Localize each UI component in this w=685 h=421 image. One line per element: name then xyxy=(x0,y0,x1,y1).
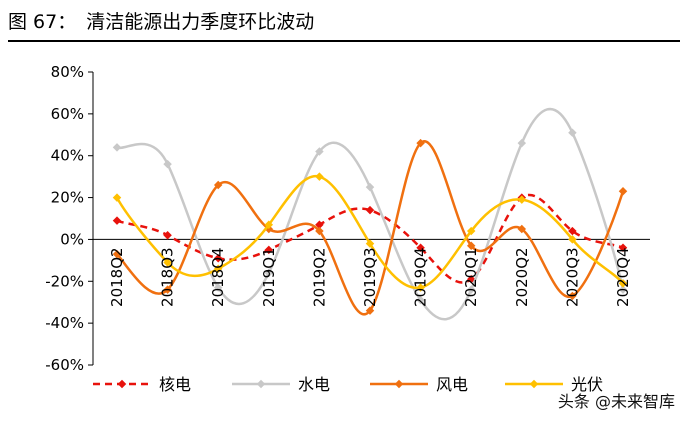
y-tick-label: -40% xyxy=(45,314,84,332)
data-point xyxy=(213,283,223,292)
series-2 xyxy=(112,107,628,321)
y-tick-label: -20% xyxy=(45,272,84,290)
data-point xyxy=(618,285,628,294)
y-tick-label: -60% xyxy=(45,356,84,374)
data-point xyxy=(568,291,577,301)
series-line xyxy=(116,107,625,321)
x-tick-label: 2019Q4 xyxy=(412,247,430,307)
data-point xyxy=(466,285,476,294)
data-point xyxy=(618,279,628,288)
data-point xyxy=(365,205,375,215)
y-tick-label: 20% xyxy=(51,189,84,207)
data-point xyxy=(618,187,628,196)
legend-label: 光伏 xyxy=(571,375,603,394)
data-point xyxy=(213,264,223,273)
data-point xyxy=(163,159,172,169)
data-point xyxy=(466,226,476,236)
data-point xyxy=(365,306,375,315)
legend-item: 核电 xyxy=(93,375,191,394)
data-point xyxy=(416,283,425,292)
legend-label: 核电 xyxy=(159,375,191,394)
data-point xyxy=(416,243,425,253)
data-point xyxy=(112,216,122,225)
data-point xyxy=(365,182,375,192)
legend-swatch-marker xyxy=(529,379,539,389)
x-tick-label: 2019Q3 xyxy=(361,247,379,307)
data-point xyxy=(112,193,122,202)
data-point xyxy=(365,239,375,248)
data-point xyxy=(163,231,172,240)
y-tick-label: 40% xyxy=(51,147,84,165)
data-point xyxy=(416,138,425,148)
legend-swatch-marker xyxy=(394,379,404,389)
x-tick-label: 2018Q2 xyxy=(108,247,126,307)
figure-caption: 清洁能源出力季度环比波动 xyxy=(86,11,315,33)
data-point xyxy=(466,241,476,250)
legend-swatch-marker xyxy=(117,379,127,389)
x-tick-label: 2020Q2 xyxy=(513,247,531,307)
series-4 xyxy=(112,172,628,292)
x-tick-label: 2020Q3 xyxy=(563,247,581,307)
legend-label: 水电 xyxy=(298,375,330,394)
title-rule xyxy=(8,40,680,42)
data-point xyxy=(163,285,172,294)
y-tick-label: 60% xyxy=(51,105,84,123)
legend-item: 水电 xyxy=(232,375,330,394)
data-point xyxy=(213,254,223,263)
x-tick-label: 2019Q1 xyxy=(260,247,278,307)
series-line xyxy=(116,193,624,284)
data-point xyxy=(315,172,324,181)
data-point xyxy=(416,295,425,305)
data-point xyxy=(315,220,324,230)
data-point xyxy=(315,147,324,156)
x-tick-label: 2020Q1 xyxy=(462,247,480,307)
series-3 xyxy=(112,138,628,316)
y-tick-label: 0% xyxy=(60,230,84,248)
legend-swatch-marker xyxy=(256,379,266,389)
x-tick-label: 2019Q2 xyxy=(310,247,328,307)
data-point xyxy=(315,226,324,236)
data-point xyxy=(112,143,122,152)
legend-item: 光伏 xyxy=(505,375,603,394)
data-point xyxy=(264,220,274,230)
data-point xyxy=(163,258,172,267)
data-point xyxy=(213,180,223,190)
legend-item: 风电 xyxy=(370,375,468,394)
x-tick-label: 2018Q4 xyxy=(209,247,227,307)
data-point xyxy=(517,138,527,148)
y-tick-label: 80% xyxy=(51,63,84,81)
data-point xyxy=(264,245,274,255)
data-point xyxy=(568,128,577,137)
figure-title: 图 67： 清洁能源出力季度环比波动 xyxy=(8,10,314,34)
x-tick-label: 2018Q3 xyxy=(159,247,177,307)
data-point xyxy=(264,268,274,278)
watermark: 头条 @未来智库 xyxy=(557,392,675,411)
series-line xyxy=(116,140,625,316)
x-tick-label: 2020Q4 xyxy=(614,247,632,307)
figure-label: 图 67： xyxy=(8,11,77,33)
legend-label: 风电 xyxy=(436,375,468,394)
